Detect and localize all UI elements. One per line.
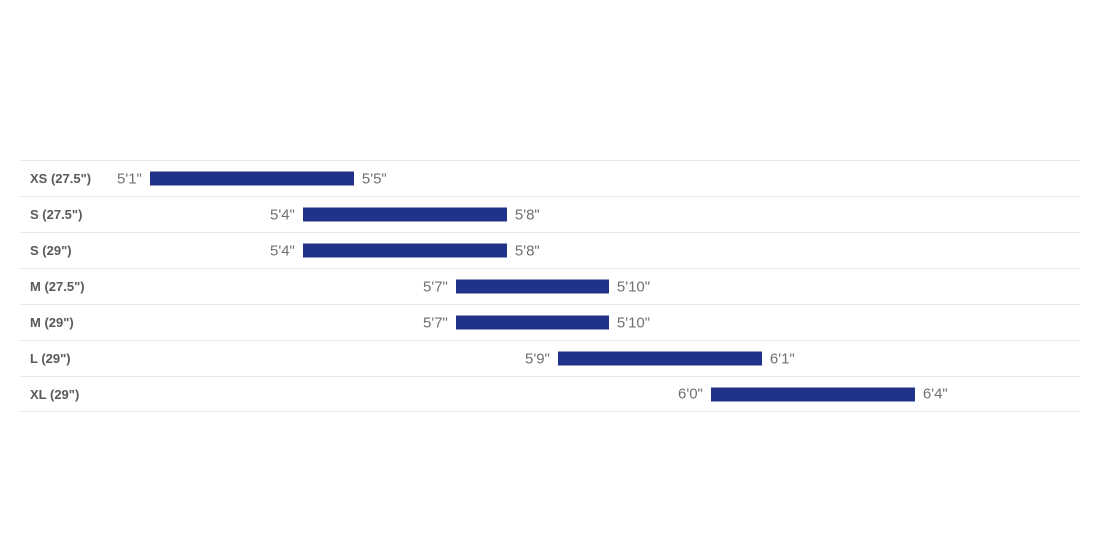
bar-group: 5'1" 5'5" [117,170,387,187]
range-end-label: 5'8" [515,242,540,259]
size-label: M (27.5") [20,279,120,294]
range-end-label: 6'4" [923,386,948,403]
bar-group: 5'7" 5'10" [423,314,650,331]
range-end-label: 5'8" [515,206,540,223]
size-label: XS (27.5") [20,171,120,186]
size-row: M (29") 5'7" 5'10" [20,304,1080,340]
size-row: L (29") 5'9" 6'1" [20,340,1080,376]
range-bar [303,208,507,222]
range-end-label: 5'10" [617,314,650,331]
size-range-chart: XS (27.5")5'1"5'5"S (27.5")5'4"5'8"S (29… [20,160,1080,412]
bar-area: 5'4" 5'8" [120,233,1080,268]
range-start-label: 5'7" [423,314,448,331]
range-end-label: 6'1" [770,350,795,367]
range-start-label: 5'4" [270,206,295,223]
size-label: S (27.5") [20,207,120,222]
range-bar [456,316,609,330]
size-label: XL (29") [20,387,120,402]
range-bar [456,280,609,294]
range-bar [303,244,507,258]
size-label: L (29") [20,351,120,366]
bar-area: 5'7" 5'10" [120,305,1080,340]
bar-group: 5'4" 5'8" [270,206,540,223]
range-start-label: 5'9" [525,350,550,367]
bar-area: 5'7" 5'10" [120,269,1080,304]
range-end-label: 5'5" [362,170,387,187]
bar-group: 6'0" 6'4" [678,386,948,403]
size-row: XL (29") 6'0" 6'4" [20,376,1080,412]
range-bar [711,387,915,401]
bar-area: 6'0" 6'4" [120,377,1080,411]
range-start-label: 5'7" [423,278,448,295]
bar-group: 5'7" 5'10" [423,278,650,295]
range-start-label: 5'4" [270,242,295,259]
size-label: M (29") [20,315,120,330]
bar-area: 5'4" 5'8" [120,197,1080,232]
size-row: S (27.5") 5'4" 5'8" [20,196,1080,232]
range-end-label: 5'10" [617,278,650,295]
bar-group: 5'4" 5'8" [270,242,540,259]
range-bar [558,352,762,366]
range-start-label: 5'1" [117,170,142,187]
bar-area: 5'1" 5'5" [120,161,1080,196]
range-bar [150,172,354,186]
range-start-label: 6'0" [678,386,703,403]
bar-area: 5'9" 6'1" [120,341,1080,376]
bar-group: 5'9" 6'1" [525,350,795,367]
size-row: XS (27.5")5'1" 5'5" [20,160,1080,196]
size-label: S (29") [20,243,120,258]
size-row: S (29") 5'4" 5'8" [20,232,1080,268]
size-row: M (27.5") 5'7" 5'10" [20,268,1080,304]
